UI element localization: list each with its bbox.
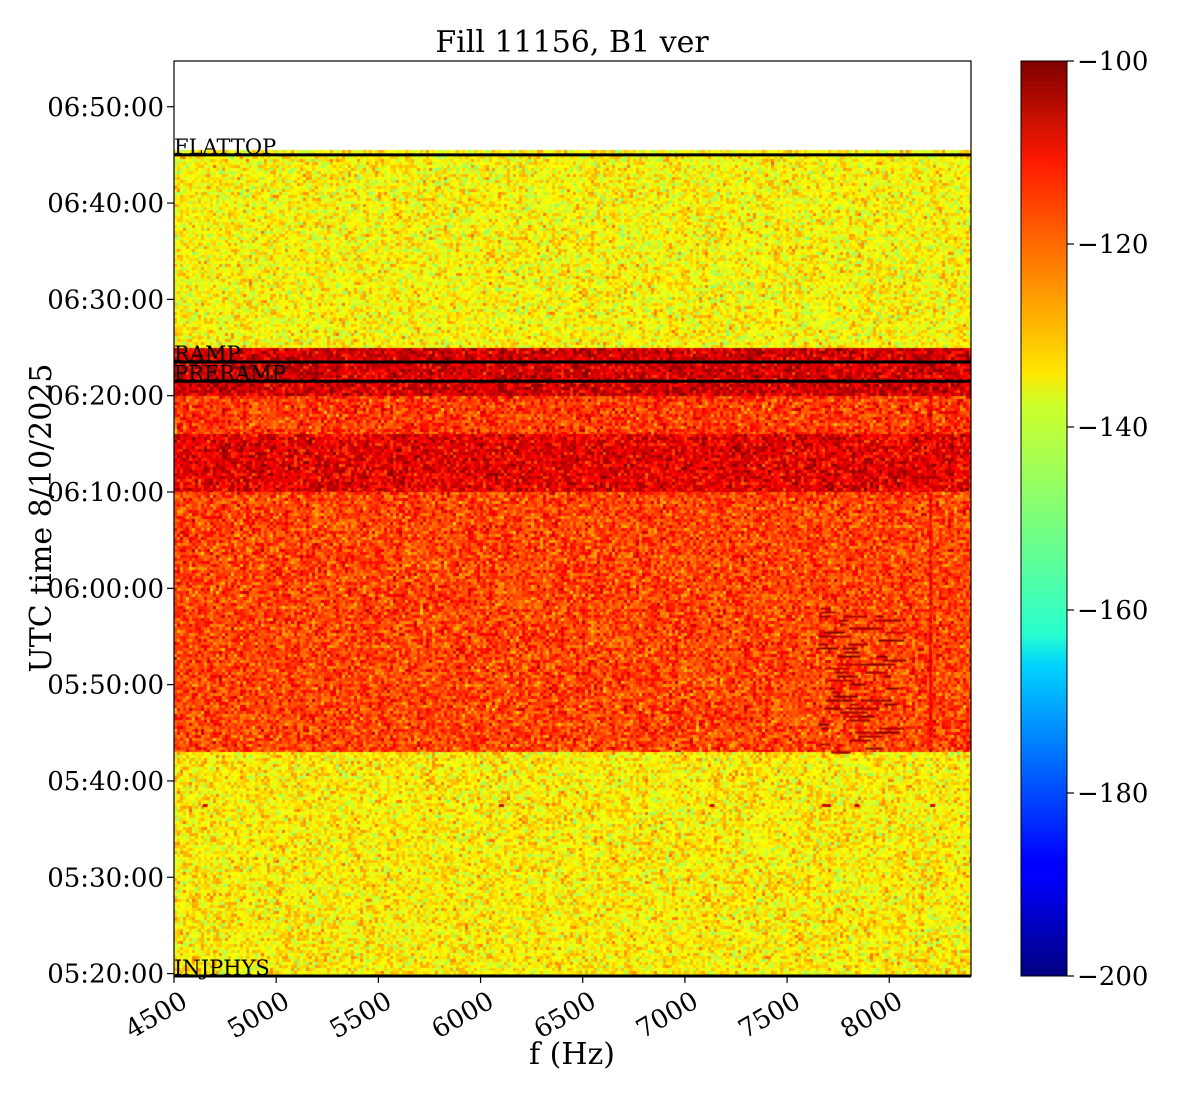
colorbar-tick-label: −180 xyxy=(1077,779,1148,809)
marker-label: RAMP xyxy=(174,342,241,366)
y-tick-label: 06:00:00 xyxy=(47,574,164,604)
chart-title: Fill 11156, B1 ver xyxy=(435,25,709,60)
x-tick-label: 7500 xyxy=(733,986,805,1045)
colorbar-tick-label: −160 xyxy=(1077,596,1148,626)
colorbar-ticks: −100 −120 −140 −160 −180 −200 xyxy=(1067,47,1148,992)
y-tick-label: 05:30:00 xyxy=(47,863,164,893)
colorbar-gradient xyxy=(1020,60,1068,977)
y-axis: 05:20:00 05:30:00 05:40:00 05:50:00 06:00:00… xyxy=(47,93,174,990)
y-tick-label: 05:40:00 xyxy=(47,767,164,797)
heatmap-layer xyxy=(174,61,971,976)
y-tick-label: 06:40:00 xyxy=(47,189,164,219)
x-tick-label: 6000 xyxy=(427,986,499,1045)
y-tick-label: 06:20:00 xyxy=(47,382,164,412)
y-tick-label: 05:50:00 xyxy=(47,671,164,701)
x-axis-label: f (Hz) xyxy=(529,1037,615,1072)
x-tick-label: 7000 xyxy=(631,986,703,1045)
plot-frame xyxy=(173,60,972,977)
y-axis-label: UTC time 8/10/2025 xyxy=(24,364,59,673)
y-tick-label: 05:20:00 xyxy=(47,960,164,990)
x-tick-label: 5000 xyxy=(223,986,295,1045)
x-axis: 4500 5000 5500 6000 6500 7000 7500 8000 xyxy=(120,976,908,1045)
marker-label: FLATTOP xyxy=(174,135,276,159)
colorbar: −100 −120 −140 −160 −180 −200 xyxy=(1020,47,1148,992)
y-tick-label: 06:10:00 xyxy=(47,478,164,508)
x-tick-label: 5500 xyxy=(325,986,397,1045)
y-tick-label: 06:30:00 xyxy=(47,285,164,315)
colorbar-tick-label: −200 xyxy=(1077,962,1148,992)
colorbar-tick-label: −100 xyxy=(1077,47,1148,77)
x-tick-label: 4500 xyxy=(120,986,192,1045)
x-tick-label: 8000 xyxy=(836,986,908,1045)
y-tick-label: 06:50:00 xyxy=(47,93,164,123)
heatmap-image xyxy=(174,61,971,976)
colorbar-tick-label: −120 xyxy=(1077,230,1148,260)
colorbar-tick-label: −140 xyxy=(1077,413,1148,443)
marker-label: PRERAMP xyxy=(174,361,286,385)
